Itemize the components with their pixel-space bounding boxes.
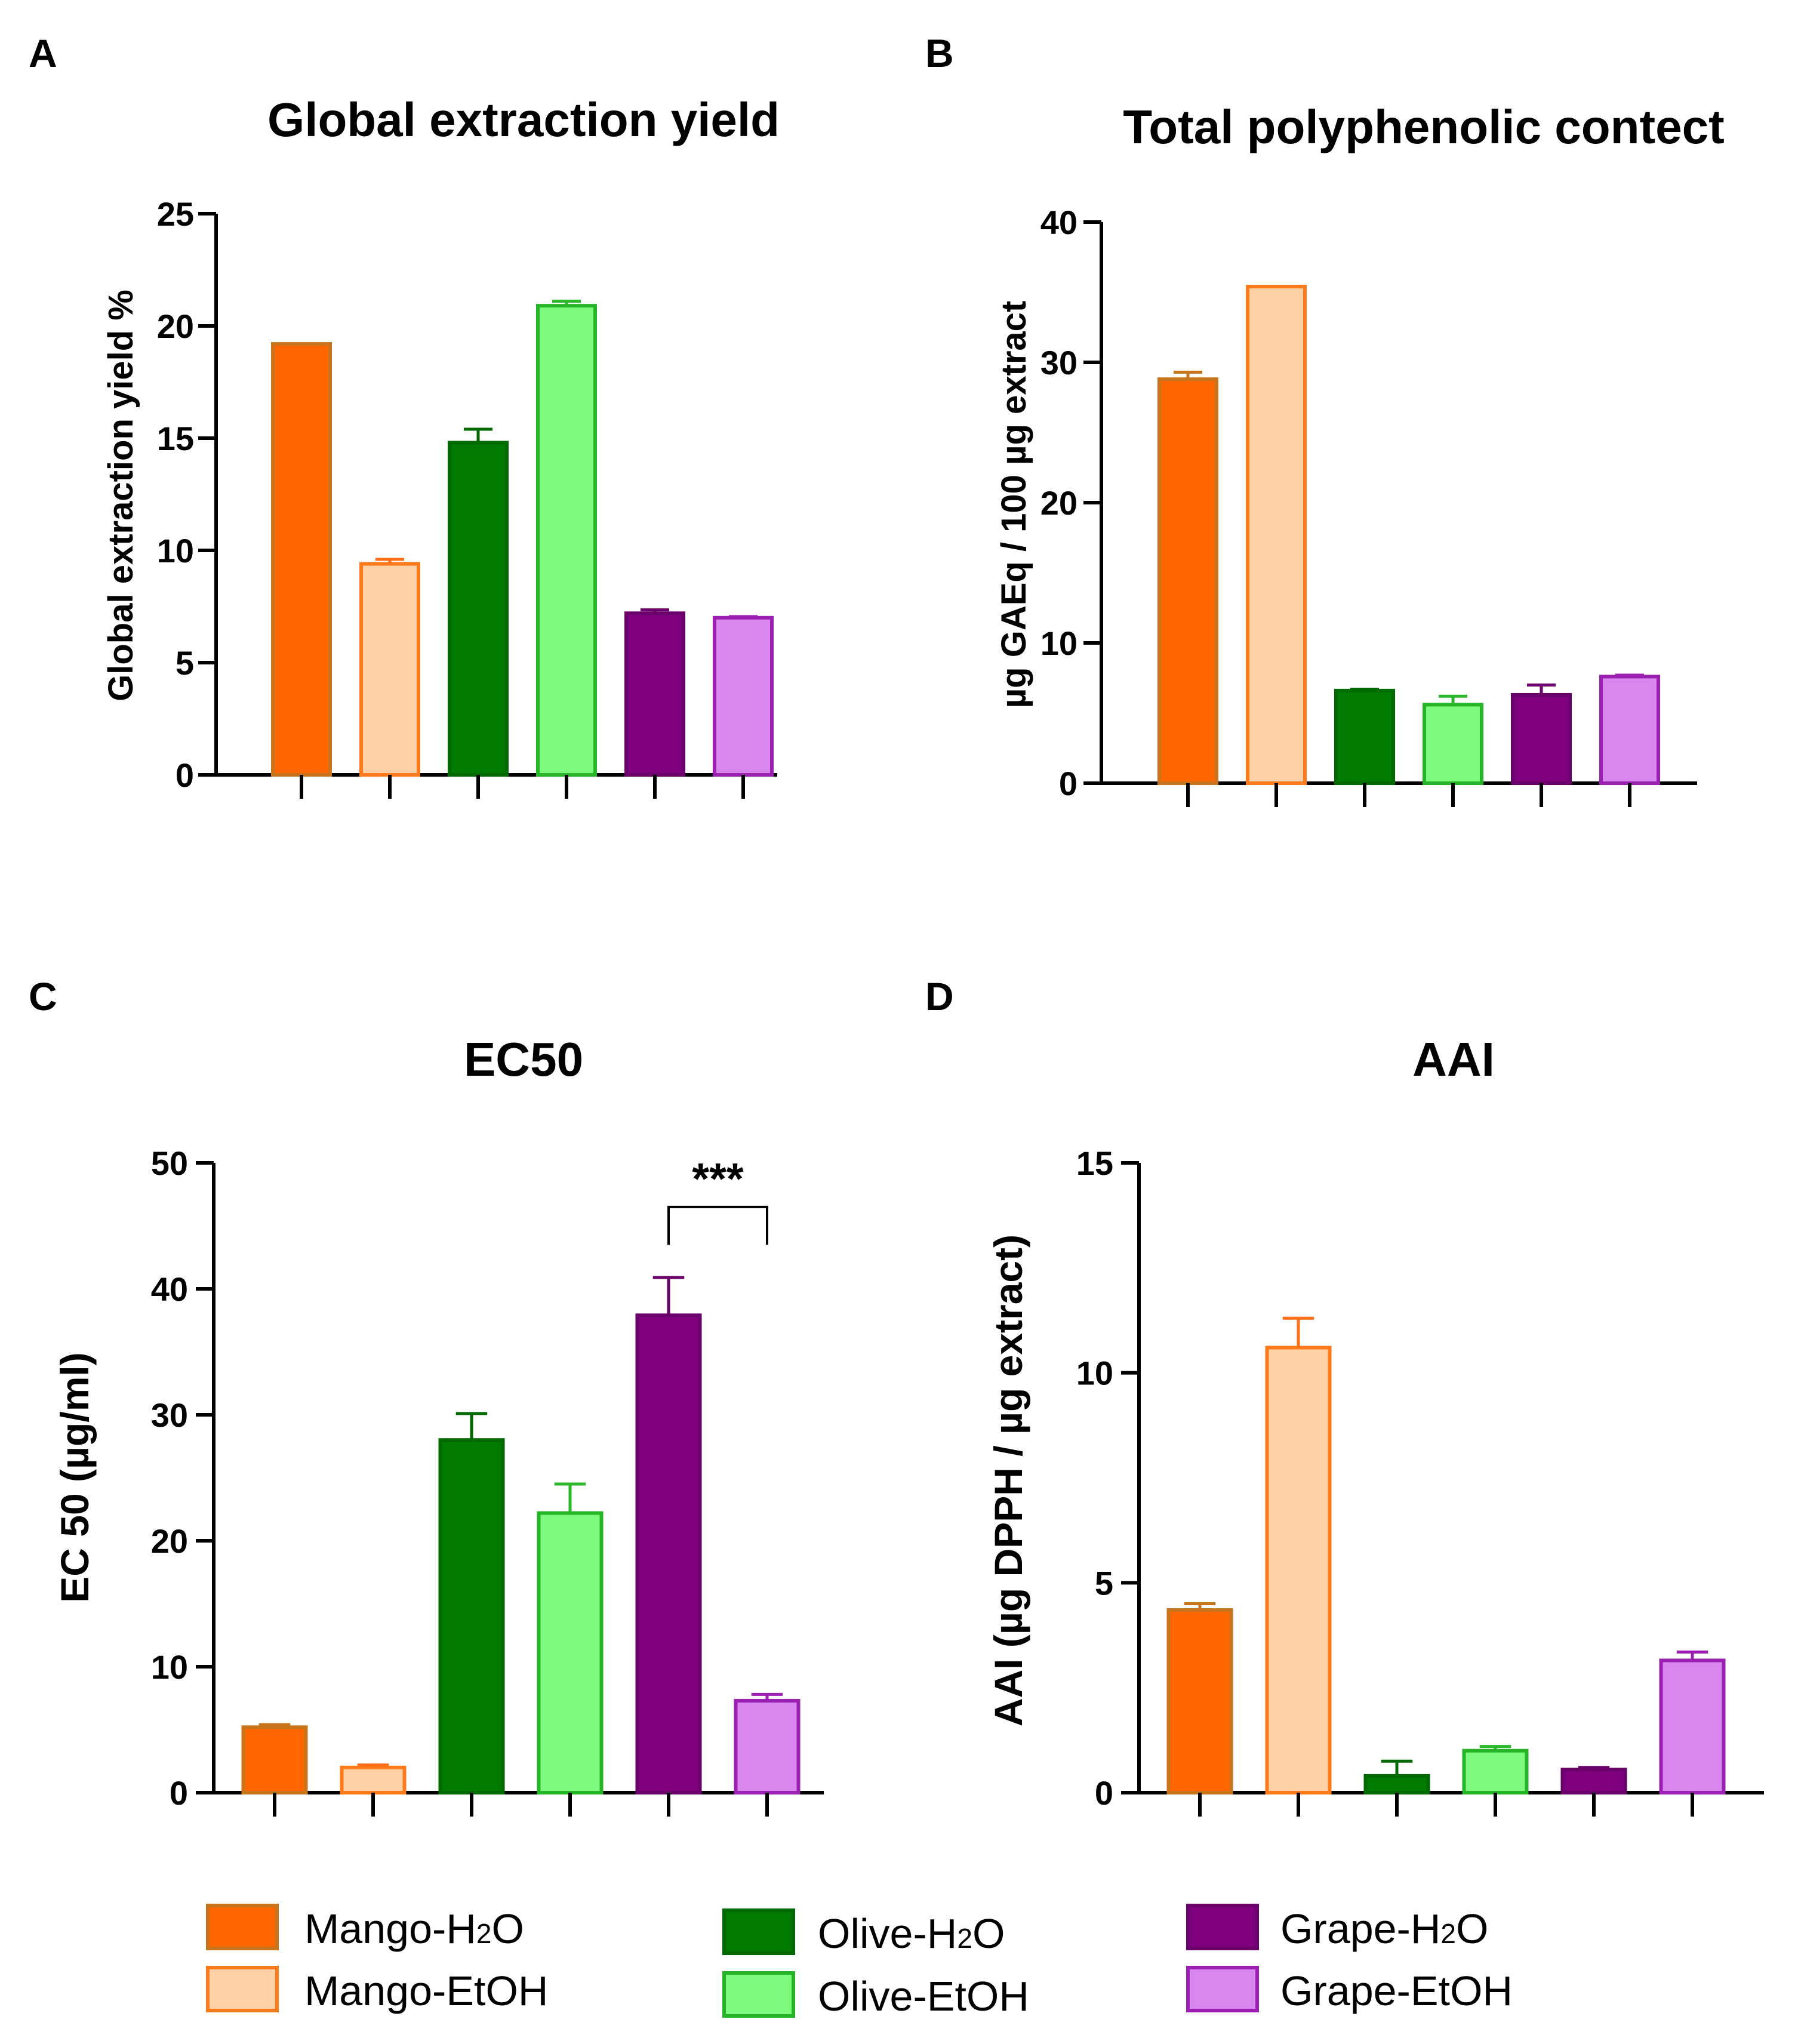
legend-label-grape-h2o: Grape-H2O xyxy=(1280,1906,1488,1952)
panel-b: B Total polyphenolic contect µg GAEq / 1… xyxy=(925,31,1725,807)
panel-a-ytick-label-25: 25 xyxy=(157,195,194,233)
panel-c-bar-mango-h2o xyxy=(241,1725,308,1795)
panel-b-ytick-label-0: 0 xyxy=(1059,765,1077,802)
legend-swatch-grape-etoh xyxy=(1186,1966,1259,2012)
panel-a: A Global extraction yield Global extract… xyxy=(29,31,780,799)
panel-a-bar-olive-h2o xyxy=(448,441,509,777)
legend-swatch-mango-h2o xyxy=(206,1904,279,1950)
panel-c-bar-grape-h2o xyxy=(635,1313,702,1795)
panel-c-bar-mango-etoh xyxy=(340,1765,407,1795)
legend-item-mango-etoh: Mango-EtOH xyxy=(206,1966,548,2014)
panel-d-bars: 0 5 10 15 xyxy=(1076,1144,1764,1817)
panel-d: D AAI AAI (µg DPPH / µg extract) 0 5 10 15 xyxy=(925,974,1764,1817)
legend-swatch-olive-etoh xyxy=(722,1971,795,2018)
panel-b-bar-mango-etoh xyxy=(1246,285,1307,786)
legend: Mango-H2O Mango-EtOH Olive-H2O Olive-EtO… xyxy=(206,1904,1513,2020)
panel-d-title: AAI xyxy=(1412,1033,1495,1086)
legend-item-olive-etoh: Olive-EtOH xyxy=(722,1971,1029,2020)
panel-b-bar-mango-h2o xyxy=(1157,377,1218,785)
panel-c-bar-olive-etoh xyxy=(537,1511,604,1795)
panel-b-ytick-label-20: 20 xyxy=(1040,484,1077,522)
panel-a-letter: A xyxy=(29,31,57,75)
panel-b-ylabel: µg GAEq / 100 µg extract xyxy=(995,301,1033,709)
panel-b-bar-grape-h2o xyxy=(1511,692,1572,785)
panel-a-title: Global extraction yield xyxy=(267,93,780,146)
panel-b-letter: B xyxy=(925,31,954,75)
legend-label-mango-etoh: Mango-EtOH xyxy=(304,1968,548,2014)
panel-a-ytick-label-5: 5 xyxy=(176,644,194,682)
panel-d-bar-olive-h2o xyxy=(1363,1774,1430,1795)
panel-d-bar-olive-etoh xyxy=(1462,1749,1529,1795)
legend-item-olive-h2o: Olive-H2O xyxy=(722,1908,1005,1957)
panel-a-ytick-label-15: 15 xyxy=(157,420,194,457)
legend-swatch-olive-h2o xyxy=(722,1908,795,1955)
panel-c-letter: C xyxy=(29,974,57,1018)
panel-c-bar-olive-h2o xyxy=(438,1438,505,1794)
panel-d-bar-grape-h2o xyxy=(1560,1768,1627,1794)
panel-a-ytick-label-20: 20 xyxy=(157,307,194,345)
panel-d-bar-mango-etoh xyxy=(1265,1346,1332,1794)
panel-b-ytick-label-10: 10 xyxy=(1040,624,1077,662)
panel-b-title: Total polyphenolic contect xyxy=(1123,100,1724,153)
legend-label-grape-etoh: Grape-EtOH xyxy=(1280,1968,1513,2014)
panel-d-ytick-label-15: 15 xyxy=(1076,1144,1113,1182)
panel-c-ytick-label-30: 30 xyxy=(151,1396,188,1434)
panel-c-significance-label: *** xyxy=(692,1154,744,1203)
legend-item-grape-etoh: Grape-EtOH xyxy=(1186,1966,1513,2014)
panel-b-ytick-label-40: 40 xyxy=(1040,204,1077,241)
panel-d-bar-grape-etoh xyxy=(1659,1658,1726,1794)
panel-b-bars: 0 10 20 30 40 xyxy=(1040,204,1697,807)
legend-label-mango-h2o: Mango-H2O xyxy=(304,1906,524,1952)
panel-d-ylabel: AAI (µg DPPH / µg extract) xyxy=(986,1235,1030,1726)
legend-swatch-grape-h2o xyxy=(1186,1904,1259,1950)
panel-c-ytick-label-50: 50 xyxy=(151,1144,188,1182)
panel-a-ytick-label-0: 0 xyxy=(176,756,194,794)
panel-a-bar-mango-h2o xyxy=(271,342,332,777)
panel-c-ytick-label-40: 40 xyxy=(151,1270,188,1308)
panel-c-ylabel: EC 50 (µg/ml) xyxy=(53,1352,97,1602)
panel-c-ytick-label-10: 10 xyxy=(151,1648,188,1686)
panel-c-significance-bracket xyxy=(667,1205,768,1245)
legend-label-olive-h2o: Olive-H2O xyxy=(818,1910,1005,1957)
legend-item-grape-h2o: Grape-H2O xyxy=(1186,1904,1488,1952)
panel-b-bar-olive-h2o xyxy=(1334,688,1395,786)
panel-c-ytick-label-0: 0 xyxy=(170,1774,188,1812)
panel-a-bar-grape-etoh xyxy=(713,615,774,777)
panel-d-bar-mango-h2o xyxy=(1166,1608,1233,1795)
legend-swatch-mango-etoh xyxy=(206,1966,279,2012)
legend-item-mango-h2o: Mango-H2O xyxy=(206,1904,524,1952)
panel-d-ytick-label-0: 0 xyxy=(1095,1774,1113,1812)
panel-b-bar-grape-etoh xyxy=(1599,675,1660,786)
panel-a-bars: 0 5 10 15 20 25 xyxy=(157,195,777,799)
legend-label-olive-etoh: Olive-EtOH xyxy=(818,1973,1029,2020)
panel-c-bar-grape-etoh xyxy=(734,1698,801,1794)
panel-a-bar-grape-h2o xyxy=(624,611,685,777)
panel-a-ytick-label-10: 10 xyxy=(157,532,194,570)
panel-d-ytick-label-5: 5 xyxy=(1095,1564,1113,1602)
panel-c-bars: 0 10 20 30 40 50 *** xyxy=(151,1144,824,1817)
panel-a-bar-olive-etoh xyxy=(536,304,597,777)
panel-d-letter: D xyxy=(925,974,954,1018)
panel-b-ytick-label-30: 30 xyxy=(1040,344,1077,381)
panel-a-ylabel: Global extraction yield % xyxy=(101,290,140,701)
panel-c-title: EC50 xyxy=(464,1033,583,1086)
panel-c: C EC50 EC 50 (µg/ml) 0 10 20 30 40 50 *** xyxy=(29,974,824,1817)
panel-b-bar-olive-etoh xyxy=(1423,703,1483,786)
panel-d-ytick-label-10: 10 xyxy=(1076,1355,1113,1392)
panel-c-ytick-label-20: 20 xyxy=(151,1522,188,1560)
panel-a-bar-mango-etoh xyxy=(359,562,420,777)
